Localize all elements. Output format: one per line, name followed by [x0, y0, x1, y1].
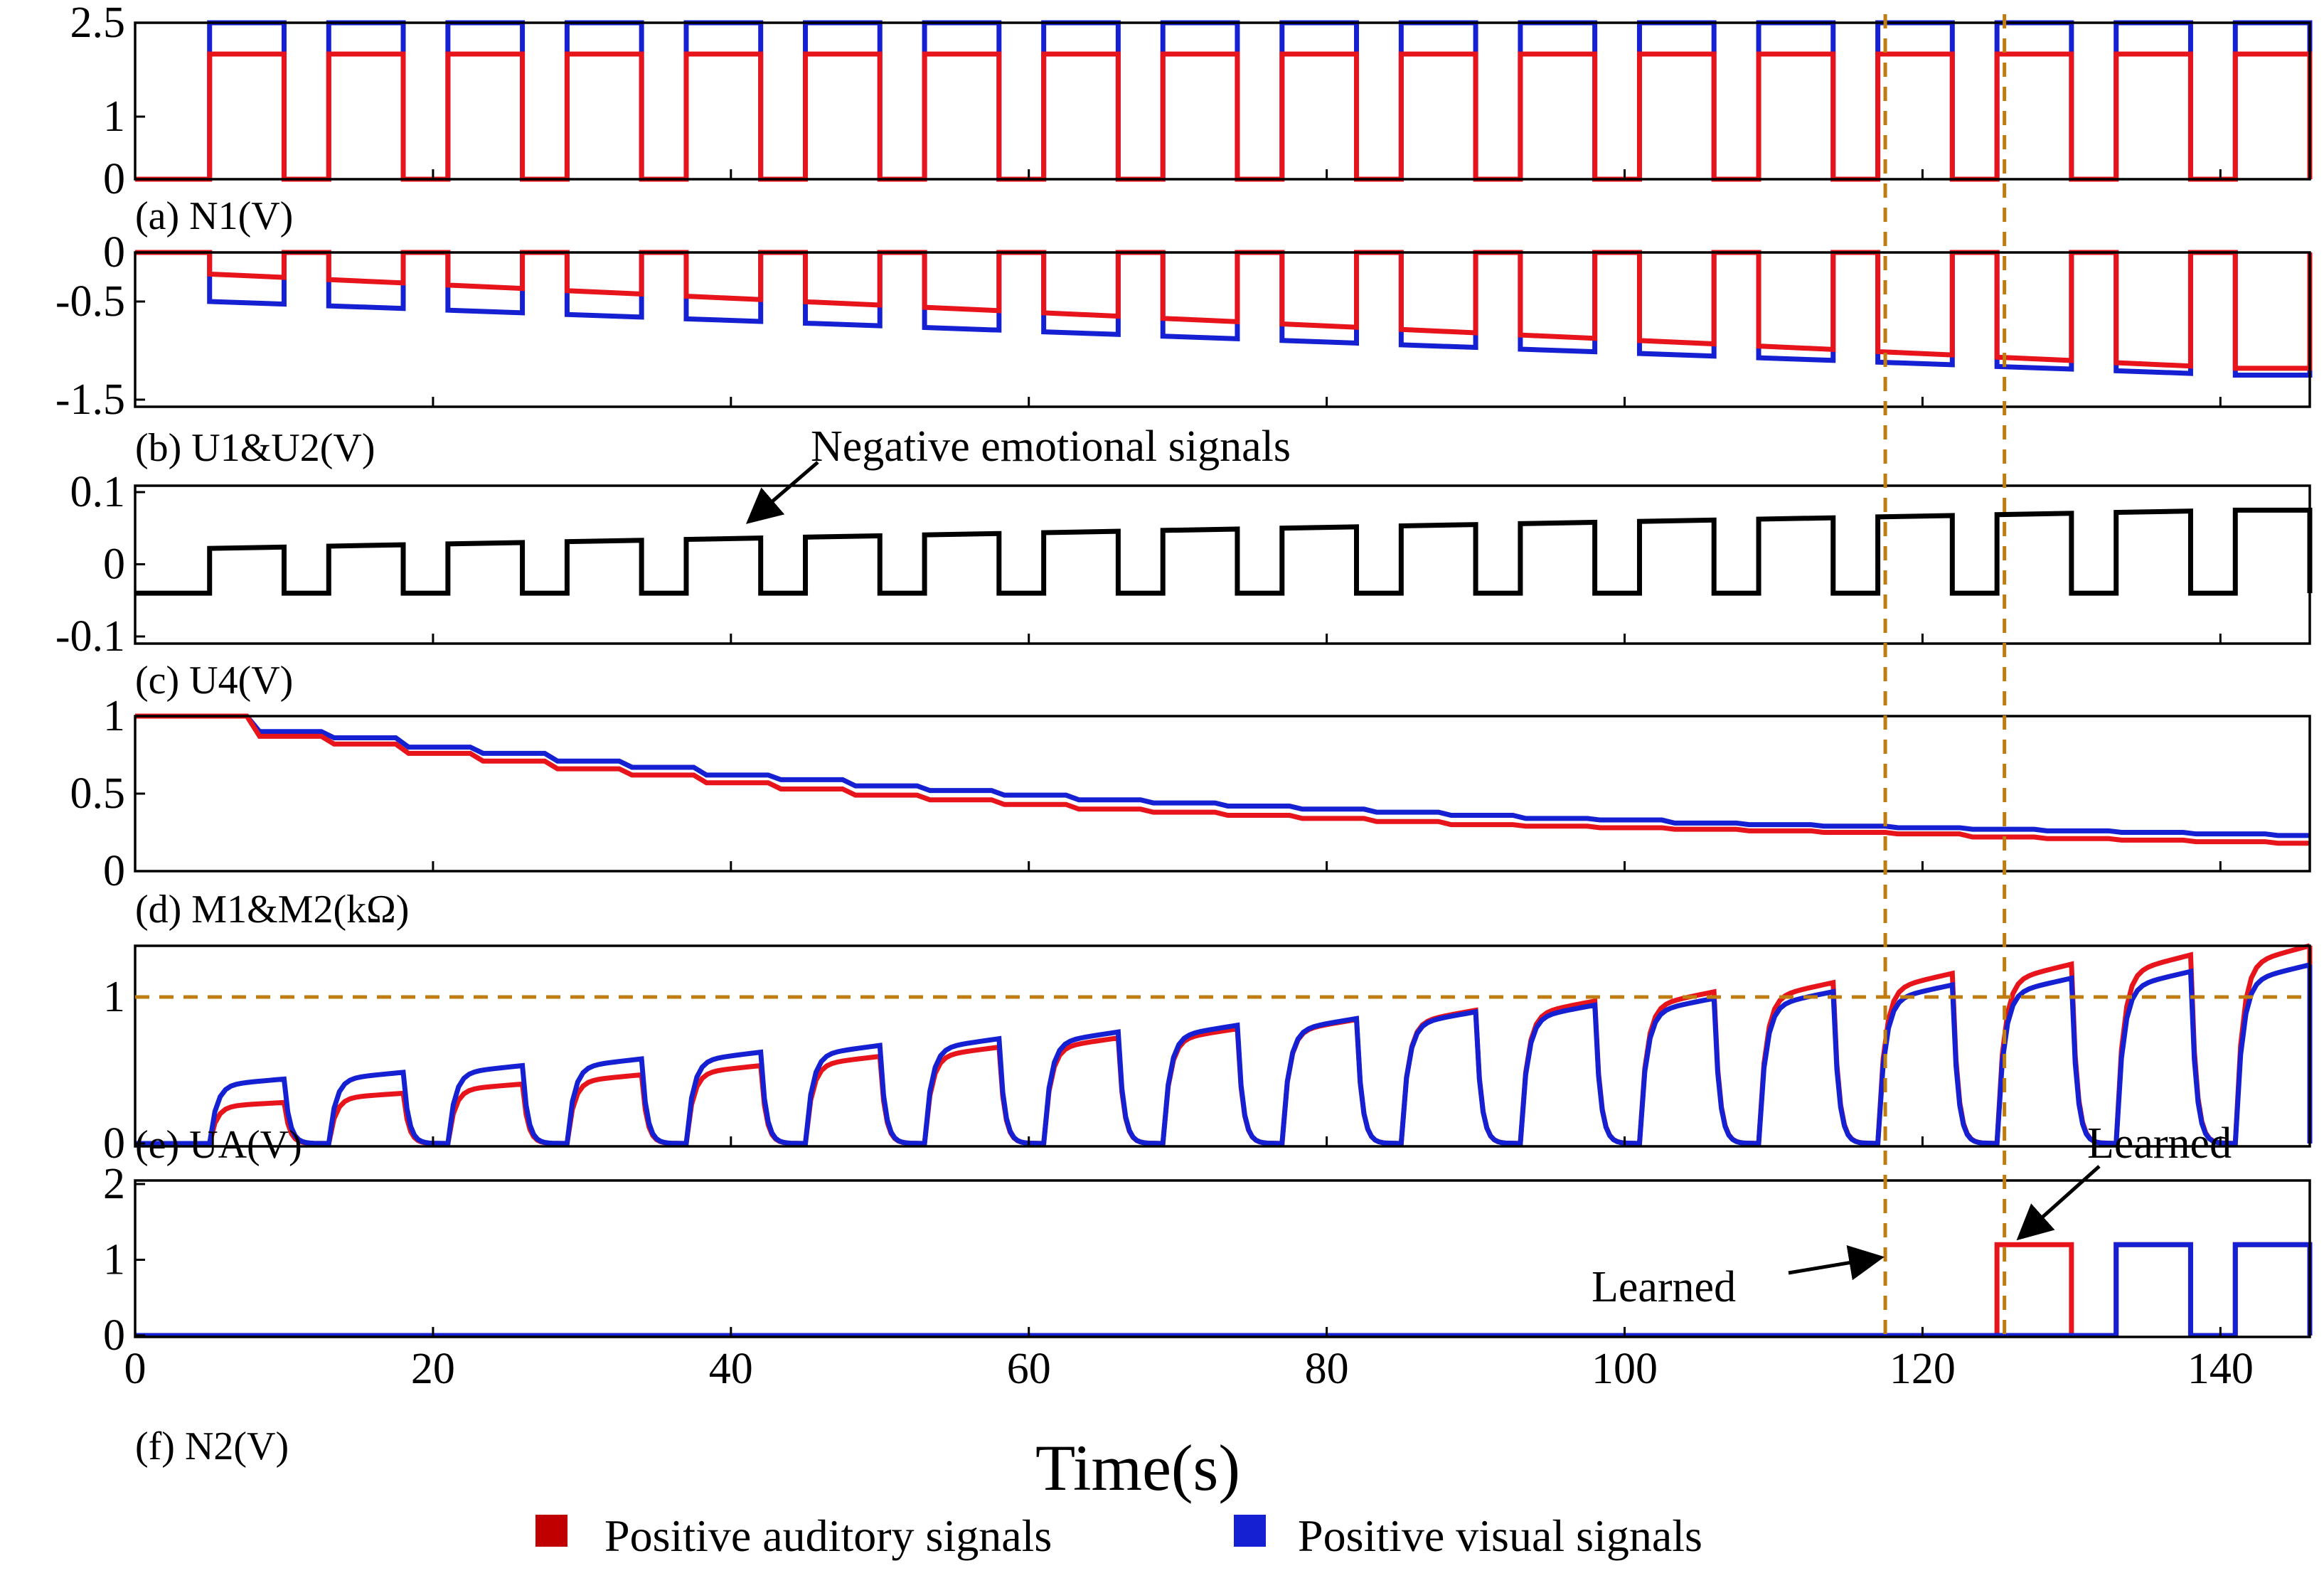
y-tick-label-c-2: -0.1 — [55, 612, 125, 661]
x-tick-label-0: 0 — [124, 1345, 146, 1393]
panel-a — [134, 20, 2313, 182]
y-tick-label-f-2: 0 — [103, 1311, 125, 1360]
y-tick-label-d-0: 1 — [103, 692, 125, 740]
series-line-e-1 — [135, 961, 2313, 1146]
series-line-c-0 — [135, 507, 2313, 596]
legend: Positive auditory signals Positive visua… — [535, 1510, 1702, 1561]
panel-f — [134, 1179, 2313, 1338]
series-line-f-1 — [135, 1242, 2313, 1338]
panel-c — [134, 484, 2313, 645]
panel-label-c: (c) U4(V) — [135, 659, 293, 703]
y-tick-label-c-1: 0 — [103, 540, 125, 589]
x-tick-label-5: 100 — [1592, 1345, 1658, 1393]
y-tick-label-b-0: 0 — [103, 228, 125, 277]
annotation-learned-1: Learned — [1592, 1263, 1736, 1311]
panel-frame-d — [134, 715, 2311, 873]
panel-b — [134, 250, 2313, 408]
x-axis-title: Time(s) — [1035, 1432, 1240, 1504]
legend-swatch-auditory — [535, 1515, 567, 1547]
plot-layer — [134, 14, 2313, 1338]
y-tick-label-e-1: 0 — [103, 1119, 125, 1168]
panel-d — [134, 713, 2311, 873]
y-tick-label-b-2: -1.5 — [55, 375, 125, 424]
y-tick-label-a-0: 0 — [103, 155, 125, 203]
x-tick-label-2: 40 — [709, 1345, 753, 1393]
panel-frame-e — [134, 944, 2311, 1148]
panel-label-b: (b) U1&U2(V) — [135, 426, 375, 470]
y-tick-label-d-2: 0 — [103, 847, 125, 895]
panel-frame-a — [134, 21, 2311, 181]
y-tick-label-c-0: 0.1 — [70, 468, 126, 516]
x-tick-label-7: 140 — [2187, 1345, 2254, 1393]
y-tick-label-a-1: 1 — [103, 92, 125, 141]
panel-frame-c — [134, 484, 2311, 645]
annotation-learned-2: Learned — [2087, 1119, 2232, 1168]
annotation-negative-emotional: Negative emotional signals — [811, 422, 1291, 471]
series-line-e-0 — [135, 942, 2313, 1146]
y-tick-label-d-1: 0.5 — [70, 769, 126, 818]
x-tick-label-6: 120 — [1889, 1345, 1956, 1393]
series-line-a-1 — [135, 51, 2313, 182]
series-line-d-0 — [135, 713, 2310, 838]
panel-frame-f — [134, 1179, 2311, 1338]
panel-label-d: (d) M1&M2(kΩ) — [135, 887, 409, 932]
annotation-arrow-learned-1 — [1788, 1244, 1885, 1281]
x-tick-label-1: 20 — [411, 1345, 455, 1393]
panel-frame-b — [134, 251, 2311, 408]
panel-e — [134, 942, 2313, 1148]
y-tick-label-e-0: 1 — [103, 973, 125, 1021]
y-tick-label-a-2: 2.5 — [70, 0, 126, 47]
x-tick-label-4: 80 — [1305, 1345, 1349, 1393]
panel-label-a: (a) N1(V) — [135, 194, 293, 238]
panel-label-f: (f) N2(V) — [135, 1424, 289, 1468]
legend-label-visual: Positive visual signals — [1298, 1510, 1702, 1561]
y-tick-label-f-0: 2 — [103, 1160, 125, 1208]
annotation-arrow-negative — [745, 461, 819, 524]
annotation-arrow-learned-2 — [2016, 1165, 2101, 1241]
legend-label-auditory: Positive auditory signals — [604, 1510, 1052, 1561]
y-tick-label-b-1: -0.5 — [55, 277, 125, 326]
x-tick-label-3: 60 — [1007, 1345, 1051, 1393]
panel-label-e: (e) UA(V) — [135, 1123, 302, 1167]
series-line-a-0 — [135, 20, 2313, 182]
y-tick-label-f-1: 1 — [103, 1236, 125, 1284]
legend-swatch-visual — [1234, 1515, 1266, 1547]
series-line-f-0 — [135, 1242, 2313, 1338]
series-line-b-0 — [135, 250, 2313, 378]
label-layer: 012.5(a) N1(V)0-0.5-1.5(b) U1&U2(V)0.10-… — [55, 0, 2254, 1468]
series-line-d-1 — [135, 713, 2310, 846]
